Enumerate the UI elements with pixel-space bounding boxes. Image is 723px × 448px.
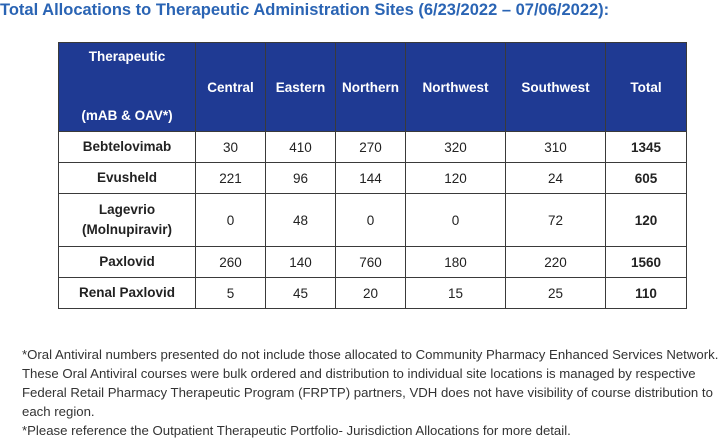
header-eastern: Eastern [265,42,336,132]
cell-total: 120 [605,193,687,247]
cell-southwest: 24 [505,162,606,194]
cell-southwest: 310 [505,131,606,163]
header-total: Total [605,42,687,132]
cell-eastern: 45 [265,277,336,309]
row-name: Lagevrio (Molnupiravir) [58,193,196,247]
header-southwest: Southwest [505,42,606,132]
header-northwest: Northwest [405,42,506,132]
table-row: Evusheld 221 96 144 120 24 605 [58,162,687,194]
cell-central: 221 [195,162,266,194]
cell-total: 605 [605,162,687,194]
row-name-line1: Lagevrio [98,202,156,217]
page-title: Total Allocations to Therapeutic Adminis… [0,1,610,19]
cell-northern: 20 [335,277,406,309]
cell-northern: 144 [335,162,406,194]
cell-eastern: 410 [265,131,336,163]
header-central: Central [195,42,266,132]
cell-southwest: 72 [505,193,606,247]
cell-northern: 760 [335,246,406,278]
cell-total: 110 [605,277,687,309]
cell-northern: 270 [335,131,406,163]
row-name: Paxlovid [58,246,196,278]
cell-eastern: 140 [265,246,336,278]
header-therapeutic-sublabel: (mAB & OAV*) [81,108,173,123]
table-row: Renal Paxlovid 5 45 20 15 25 110 [58,277,687,309]
cell-southwest: 220 [505,246,606,278]
header-northern: Northern [335,42,406,132]
footnote-oral-antiviral: *Oral Antiviral numbers presented do not… [22,347,719,419]
cell-central: 30 [195,131,266,163]
footnotes: *Oral Antiviral numbers presented do not… [22,345,722,440]
cell-northwest: 120 [405,162,506,194]
table-row: Paxlovid 260 140 760 180 220 1560 [58,246,687,278]
cell-total: 1560 [605,246,687,278]
header-therapeutic-label: Therapeutic [88,49,166,64]
row-name: Bebtelovimab [58,131,196,163]
footnote-reference: *Please reference the Outpatient Therape… [22,423,571,438]
row-name: Renal Paxlovid [58,277,196,309]
cell-eastern: 48 [265,193,336,247]
cell-northwest: 0 [405,193,506,247]
table-header-row: Therapeutic (mAB & OAV*) Central Eastern… [58,42,687,132]
cell-northern: 0 [335,193,406,247]
cell-central: 0 [195,193,266,247]
cell-total: 1345 [605,131,687,163]
cell-northwest: 320 [405,131,506,163]
cell-northwest: 15 [405,277,506,309]
row-name-line2: (Molnupiravir) [82,222,172,237]
allocations-table: Therapeutic (mAB & OAV*) Central Eastern… [58,42,687,309]
table-row: Bebtelovimab 30 410 270 320 310 1345 [58,131,687,163]
cell-northwest: 180 [405,246,506,278]
cell-central: 5 [195,277,266,309]
cell-southwest: 25 [505,277,606,309]
table-row: Lagevrio (Molnupiravir) 0 48 0 0 72 120 [58,193,687,247]
cell-eastern: 96 [265,162,336,194]
header-therapeutic: Therapeutic (mAB & OAV*) [58,42,196,132]
row-name: Evusheld [58,162,196,194]
cell-central: 260 [195,246,266,278]
